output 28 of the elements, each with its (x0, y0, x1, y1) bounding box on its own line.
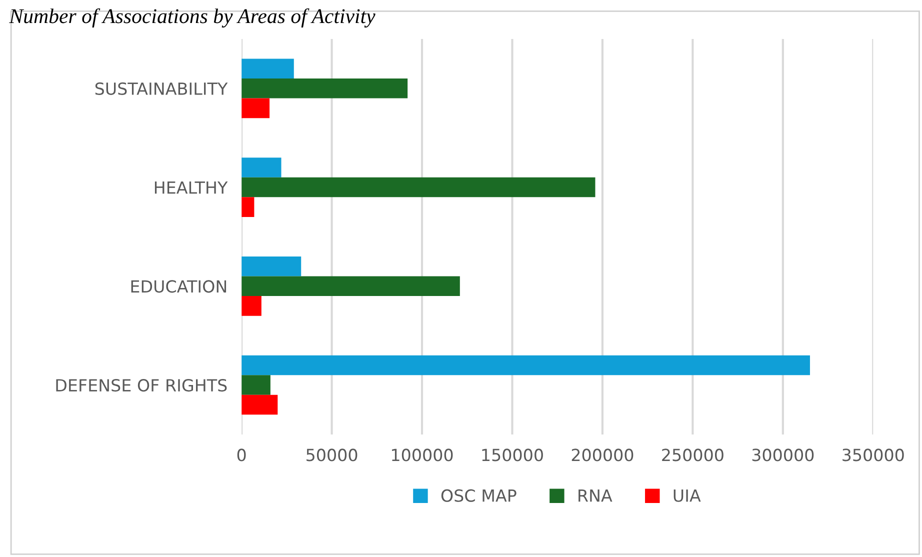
x-tick-label: 150000 (482, 448, 543, 462)
bar (242, 296, 262, 316)
x-tick-label: 100000 (392, 448, 453, 462)
x-tick-label: 200000 (572, 448, 634, 462)
bar (242, 58, 294, 79)
bar (242, 158, 282, 178)
y-tick-label: SUSTAINABILITY (95, 82, 228, 95)
bar (242, 256, 302, 276)
bar (242, 197, 254, 217)
legend-label: UIA (674, 490, 701, 502)
y-tick-label: EDUCATION (131, 280, 226, 293)
bar (242, 78, 408, 98)
bar (242, 177, 596, 198)
chart-title: Number of Associations by Areas of Activity (9, 8, 376, 28)
x-tick-label: 250000 (662, 448, 724, 462)
legend-label: OSC MAP (441, 489, 516, 502)
y-tick-label: DEFENSE OF RIGHTS (56, 378, 227, 392)
bar (242, 375, 270, 395)
bar (242, 98, 270, 118)
x-tick-label: 300000 (752, 448, 814, 462)
legend-label: RNA (578, 490, 612, 502)
x-tick-label: 0 (237, 448, 246, 462)
bar (242, 355, 810, 376)
x-tick-label: 350000 (842, 448, 904, 462)
bar (242, 276, 460, 296)
x-tick-label: 50000 (306, 448, 358, 462)
bar (242, 394, 278, 415)
y-tick-label: HEALTHY (154, 181, 228, 194)
